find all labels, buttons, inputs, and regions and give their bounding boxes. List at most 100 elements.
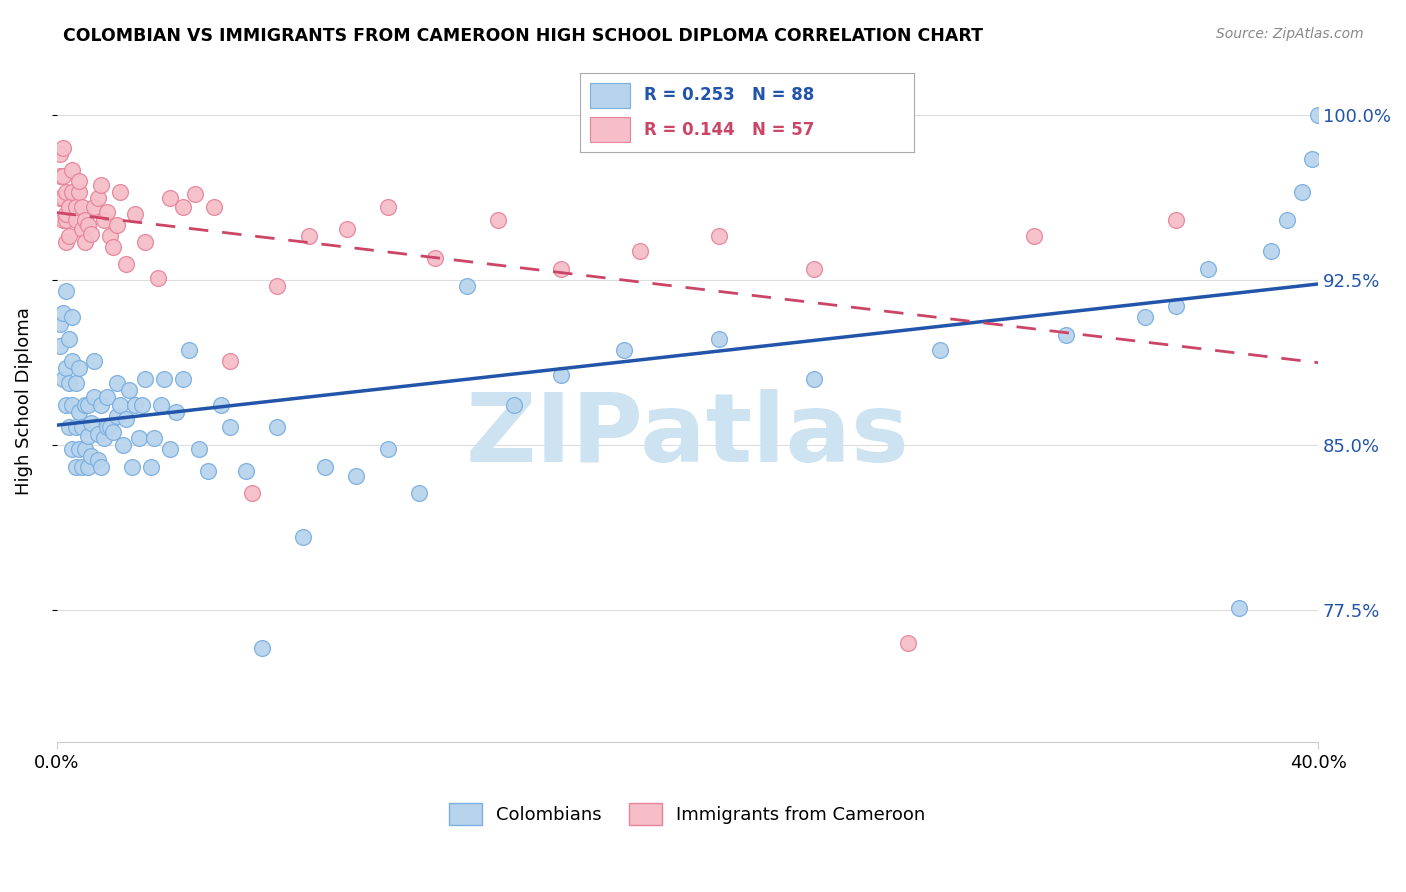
Point xyxy=(197,464,219,478)
Point xyxy=(219,420,242,434)
Point xyxy=(128,431,150,445)
Point xyxy=(240,486,263,500)
Point xyxy=(1133,310,1156,325)
Text: Source: ZipAtlas.com: Source: ZipAtlas.com xyxy=(1216,27,1364,41)
Point xyxy=(65,213,87,227)
Point xyxy=(1054,327,1077,342)
Point xyxy=(52,306,75,320)
Point xyxy=(83,200,105,214)
Point xyxy=(209,398,232,412)
Point xyxy=(80,416,103,430)
Point xyxy=(291,531,314,545)
Point xyxy=(1301,152,1323,166)
Point xyxy=(166,405,188,419)
Point xyxy=(58,420,80,434)
Point xyxy=(111,438,134,452)
Point xyxy=(803,261,825,276)
Point xyxy=(96,420,118,434)
Point xyxy=(377,200,399,214)
Point xyxy=(77,429,100,443)
Point xyxy=(184,186,207,201)
Point xyxy=(298,228,321,243)
Point xyxy=(803,372,825,386)
Point xyxy=(73,235,96,250)
Point xyxy=(266,279,288,293)
Point xyxy=(86,453,108,467)
Point xyxy=(83,354,105,368)
Point xyxy=(550,368,572,382)
Point xyxy=(187,442,209,457)
Point xyxy=(98,228,121,243)
Point xyxy=(49,339,72,353)
Point xyxy=(124,207,146,221)
Point xyxy=(55,213,77,227)
Point xyxy=(52,213,75,227)
Point xyxy=(105,409,128,424)
Point xyxy=(52,372,75,386)
Point xyxy=(70,420,93,434)
Point xyxy=(65,376,87,391)
Point xyxy=(159,191,181,205)
Point xyxy=(124,398,146,412)
Point xyxy=(58,376,80,391)
Point xyxy=(55,284,77,298)
Point xyxy=(67,185,90,199)
Point xyxy=(52,191,75,205)
Point xyxy=(143,431,166,445)
Point xyxy=(49,191,72,205)
Point xyxy=(77,398,100,412)
Point xyxy=(897,636,920,650)
Point xyxy=(115,257,138,271)
Point xyxy=(65,420,87,434)
Point xyxy=(219,354,242,368)
Point xyxy=(73,442,96,457)
Point xyxy=(177,343,200,358)
Point xyxy=(141,460,163,475)
Point xyxy=(93,431,115,445)
Point xyxy=(86,191,108,205)
Point xyxy=(108,398,131,412)
Point xyxy=(52,141,75,155)
Text: COLOMBIAN VS IMMIGRANTS FROM CAMEROON HIGH SCHOOL DIPLOMA CORRELATION CHART: COLOMBIAN VS IMMIGRANTS FROM CAMEROON HI… xyxy=(63,27,983,45)
Point xyxy=(159,442,181,457)
Point xyxy=(149,398,172,412)
Point xyxy=(83,390,105,404)
Point xyxy=(172,372,194,386)
Point xyxy=(1024,228,1046,243)
Point xyxy=(67,405,90,419)
Point xyxy=(503,398,526,412)
Point xyxy=(60,354,83,368)
Point xyxy=(49,147,72,161)
Point xyxy=(93,213,115,227)
Point xyxy=(70,200,93,214)
Point xyxy=(52,169,75,184)
Point xyxy=(60,185,83,199)
Point xyxy=(707,332,730,346)
Point xyxy=(60,162,83,177)
Point xyxy=(550,261,572,276)
Point xyxy=(1260,244,1282,259)
Point xyxy=(336,222,359,236)
Point xyxy=(103,240,125,254)
Point xyxy=(90,460,112,475)
Point xyxy=(60,398,83,412)
Point xyxy=(65,200,87,214)
Point xyxy=(55,360,77,375)
Y-axis label: High School Diploma: High School Diploma xyxy=(15,307,32,495)
Point xyxy=(235,464,257,478)
Point xyxy=(423,251,446,265)
Point xyxy=(55,185,77,199)
Point xyxy=(67,360,90,375)
Point xyxy=(134,372,156,386)
Point xyxy=(49,317,72,331)
Point xyxy=(49,169,72,184)
Point xyxy=(202,200,225,214)
Point xyxy=(77,460,100,475)
Point xyxy=(55,235,77,250)
Point xyxy=(73,398,96,412)
Point xyxy=(1291,185,1313,199)
Point xyxy=(486,213,509,227)
Point xyxy=(67,174,90,188)
Point xyxy=(1227,601,1250,615)
Point xyxy=(344,468,367,483)
